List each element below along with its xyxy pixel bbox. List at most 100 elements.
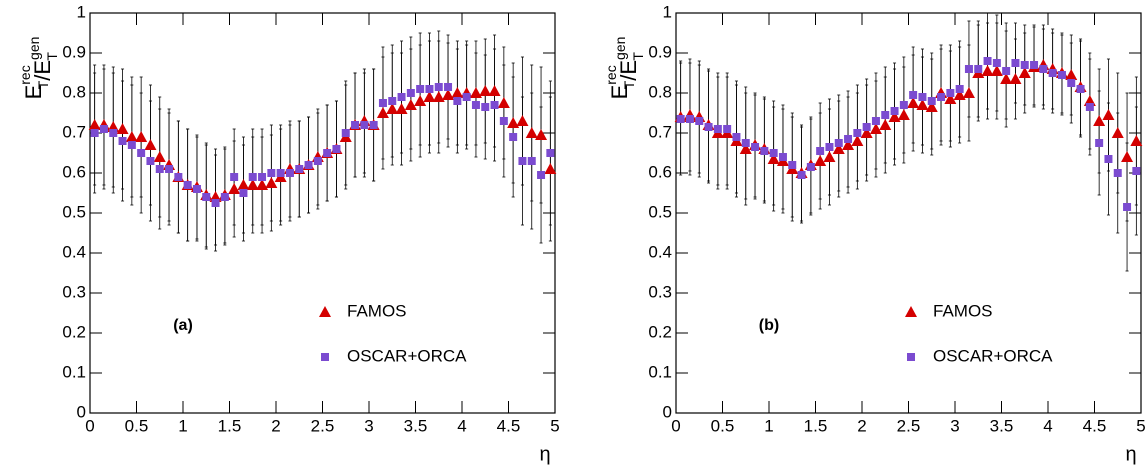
legend-label: FAMOS xyxy=(347,301,407,320)
square-marker xyxy=(509,133,518,141)
y-label-sub: T xyxy=(621,80,637,89)
x-tick-label: 1 xyxy=(764,416,773,435)
square-marker xyxy=(369,121,378,129)
triangle-marker xyxy=(386,103,399,114)
y-label-sub: T xyxy=(44,52,60,61)
y-tick-label: 0.2 xyxy=(62,322,86,341)
square-marker xyxy=(918,93,927,101)
x-tick-label: 4 xyxy=(1043,416,1052,435)
triangle-marker xyxy=(135,131,148,142)
square-marker xyxy=(723,125,732,133)
triangle-marker xyxy=(535,129,548,140)
y-tick-label: 0.8 xyxy=(62,82,86,101)
square-marker xyxy=(248,173,257,181)
square-marker xyxy=(806,163,815,171)
triangle-marker xyxy=(1130,135,1143,146)
triangle-marker xyxy=(1009,73,1022,84)
square-marker xyxy=(927,97,936,105)
square-marker xyxy=(1113,169,1122,177)
square-marker xyxy=(481,103,490,111)
square-marker xyxy=(732,133,741,141)
triangle-marker xyxy=(916,99,929,110)
y-tick-label: 0.1 xyxy=(62,362,86,381)
panel: 0 0.1 0.2 0.3 0.4 0.5 0.6 0.7 0.8 0.9 1 0 0.5 1 1.5 2 2.… xyxy=(603,2,1146,465)
triangle-marker xyxy=(497,97,510,108)
square-marker xyxy=(1002,67,1011,75)
square-marker xyxy=(527,157,536,165)
y-tick-label: 0.6 xyxy=(62,162,86,181)
x-tick-label: 1.5 xyxy=(804,416,828,435)
triangle-marker xyxy=(319,306,331,317)
triangle-marker xyxy=(814,155,827,166)
x-tick-label: 2.5 xyxy=(311,416,335,435)
y-tick-label: 0.2 xyxy=(648,322,672,341)
triangle-marker xyxy=(1121,151,1134,162)
panel: 0 0.1 0.2 0.3 0.4 0.5 0.6 0.7 0.8 0.9 1 0 0.5 1 1.5 2 2.… xyxy=(17,2,560,465)
square-marker xyxy=(974,65,983,73)
x-axis-label: η xyxy=(539,443,550,465)
triangle-marker xyxy=(256,179,269,190)
y-label-text: E xyxy=(607,85,632,100)
square-marker xyxy=(388,97,397,105)
panel-label: (b) xyxy=(759,317,779,334)
y-tick-label: 0 xyxy=(663,402,672,421)
square-marker xyxy=(1085,103,1094,111)
legend-label: FAMOS xyxy=(933,301,993,320)
y-label-text: /E xyxy=(616,60,641,81)
y-tick-label: 0.3 xyxy=(62,282,86,301)
triangle-marker xyxy=(981,65,994,76)
square-marker xyxy=(907,353,915,361)
square-marker xyxy=(267,169,276,177)
y-tick-label: 0.4 xyxy=(62,242,86,261)
square-marker xyxy=(964,65,973,73)
square-marker xyxy=(462,93,471,101)
square-marker xyxy=(788,161,797,169)
square-marker xyxy=(1132,167,1141,175)
x-tick-label: 0 xyxy=(671,416,680,435)
square-marker xyxy=(183,181,192,189)
square-marker xyxy=(109,129,118,137)
square-marker xyxy=(983,57,992,65)
square-marker xyxy=(471,101,480,109)
triangle-marker xyxy=(479,85,492,96)
y-tick-label: 0.7 xyxy=(62,122,86,141)
y-tick-label: 0.8 xyxy=(648,82,672,101)
square-marker xyxy=(258,173,267,181)
y-label-sup: rec xyxy=(17,65,33,84)
x-tick-label: 3.5 xyxy=(404,416,428,435)
legend-label: OSCAR+ORCA xyxy=(933,346,1053,365)
square-marker xyxy=(211,199,220,207)
square-marker xyxy=(155,165,164,173)
triangle-marker xyxy=(544,163,557,174)
triangle-marker xyxy=(1000,73,1013,84)
triangle-marker xyxy=(88,119,101,130)
triangle-marker xyxy=(944,93,957,104)
square-marker xyxy=(146,157,155,165)
triangle-marker xyxy=(153,151,166,162)
square-marker xyxy=(946,89,955,97)
triangle-marker xyxy=(832,143,845,154)
y-tick-label: 0.4 xyxy=(648,242,672,261)
square-marker xyxy=(992,59,1001,67)
triangle-marker xyxy=(842,139,855,150)
triangle-marker xyxy=(907,97,920,108)
triangle-marker xyxy=(469,87,482,98)
square-marker xyxy=(453,97,462,105)
triangle-marker xyxy=(962,87,975,98)
square-marker xyxy=(351,121,360,129)
square-marker xyxy=(341,129,350,137)
triangle-marker xyxy=(423,91,436,102)
x-tick-label: 4.5 xyxy=(1083,416,1107,435)
triangle-marker xyxy=(432,91,445,102)
triangle-marker xyxy=(739,143,752,154)
square-marker xyxy=(1095,139,1104,147)
square-marker xyxy=(816,147,825,155)
square-marker xyxy=(825,143,834,151)
triangle-marker xyxy=(404,99,417,110)
square-marker xyxy=(220,193,229,201)
square-marker xyxy=(192,185,201,193)
x-tick-label: 3 xyxy=(950,416,959,435)
x-tick-label: 3.5 xyxy=(990,416,1014,435)
square-marker xyxy=(546,149,555,157)
square-marker xyxy=(239,189,248,197)
